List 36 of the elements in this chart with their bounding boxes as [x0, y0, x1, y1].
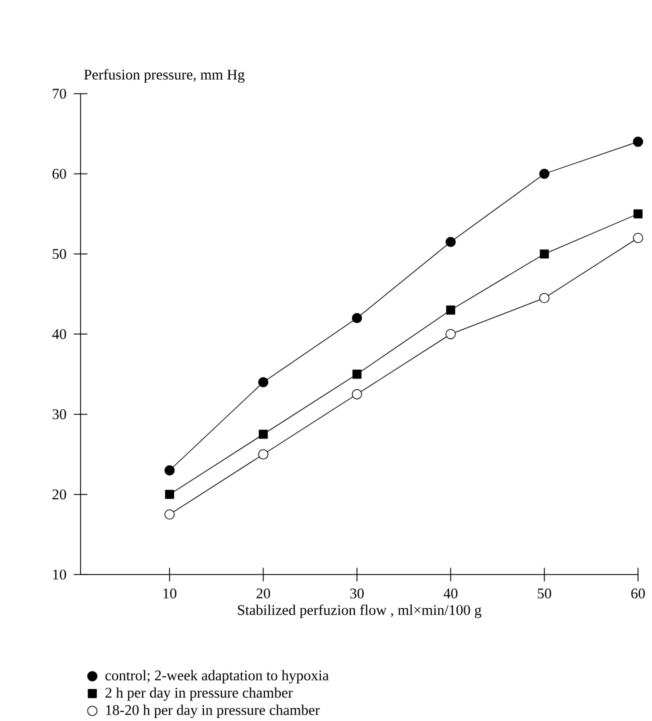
point [446, 236, 456, 248]
y-tick-label: 60 [52, 168, 66, 179]
point [634, 209, 643, 218]
point [164, 465, 175, 476]
point [540, 249, 550, 258]
point [446, 329, 456, 340]
point [258, 430, 268, 439]
point [258, 449, 269, 460]
x-tick-label: 10 [164, 588, 177, 598]
point [352, 312, 362, 324]
y-axis-title: Perfusion pressure, mm Hg [84, 69, 245, 83]
point [633, 136, 644, 147]
y-tick-label: 30 [52, 409, 66, 420]
legend-label: control; 2-week adaptation to hypoxia [106, 670, 329, 684]
y-tick-label: 70 [53, 88, 66, 99]
x-tick-label: 40 [444, 588, 458, 598]
y-tick-label: 50 [52, 249, 66, 259]
x-tick-label: 60 [631, 588, 645, 598]
y-tick-label: 20 [52, 489, 66, 500]
x-tick-label: 30 [350, 588, 364, 598]
point [258, 377, 269, 388]
x-tick-label: 50 [538, 588, 552, 598]
point [539, 168, 550, 179]
legend-label: 18-20 h per day in pressure chamber [106, 704, 320, 718]
point [446, 306, 456, 315]
x-tick-label: 20 [256, 588, 270, 598]
legend-label: 2 h per day in pressure chamber [106, 687, 293, 701]
point [539, 292, 550, 304]
x-axis-title: Stabilized perfuzion flow , ml×min/100 g [238, 604, 482, 618]
point [165, 490, 174, 499]
y-tick-label: 10 [53, 570, 66, 580]
point [352, 389, 362, 400]
point [164, 509, 175, 520]
point [633, 232, 644, 244]
y-tick-label: 40 [52, 329, 66, 340]
point [352, 370, 362, 379]
